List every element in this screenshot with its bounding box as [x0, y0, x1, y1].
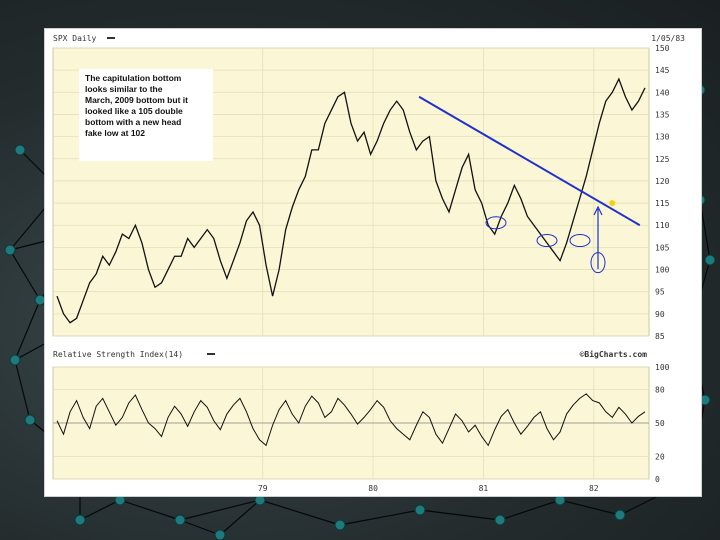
- network-node: [74, 514, 86, 526]
- network-link: [499, 499, 561, 521]
- network-node: [4, 244, 16, 256]
- network-link: [119, 499, 181, 521]
- network-link: [14, 299, 41, 361]
- price-y-tick: 130: [655, 133, 670, 142]
- network-link: [14, 359, 31, 421]
- price-y-tick: 90: [655, 310, 665, 319]
- x-tick: 82: [589, 484, 599, 493]
- breakout-arrow: [593, 205, 603, 269]
- price-date-label: 1/05/83: [651, 34, 685, 43]
- network-node: [214, 529, 226, 540]
- downtrend-line: [418, 95, 641, 227]
- network-link: [259, 499, 341, 526]
- price-y-tick: 115: [655, 199, 670, 208]
- x-tick: 81: [479, 484, 489, 493]
- price-y-tick: 85: [655, 332, 665, 341]
- circled-low: [485, 216, 507, 230]
- network-node: [14, 144, 26, 156]
- price-y-tick: 95: [655, 288, 665, 297]
- x-tick: 80: [368, 484, 378, 493]
- price-header-bar: [45, 29, 701, 46]
- price-y-tick: 125: [655, 155, 670, 164]
- rsi-watermark: ©BigCharts.com: [580, 349, 648, 359]
- rsi-y-tick: 80: [655, 385, 665, 394]
- price-y-axis: 85 90 95 100 105 110 115 120 125 130 135 140 145 150: [655, 44, 670, 341]
- network-link: [179, 499, 261, 521]
- breakout-point: [609, 200, 616, 207]
- network-node: [614, 509, 626, 521]
- annotation-text: The capitulation bottom looks similar to …: [85, 73, 188, 138]
- price-y-tick: 135: [655, 110, 670, 119]
- price-y-tick: 100: [655, 266, 670, 275]
- rsi-y-tick: 20: [655, 453, 665, 462]
- annotation-box: [79, 69, 213, 161]
- network-node: [24, 414, 36, 426]
- rsi-title-dash: [207, 353, 215, 355]
- rsi-title: Relative Strength Index(14): [53, 350, 183, 359]
- price-y-tick: 140: [655, 88, 670, 97]
- network-link: [419, 509, 501, 521]
- price-y-tick: 105: [655, 243, 670, 252]
- rsi-y-axis: 0 20 50 80 100: [655, 363, 670, 484]
- price-title-dash: [107, 37, 115, 39]
- network-node: [174, 514, 186, 526]
- price-y-tick: 150: [655, 44, 670, 53]
- x-axis: 79 80 81 82: [258, 484, 599, 493]
- network-node: [414, 504, 426, 516]
- circled-low: [536, 234, 558, 248]
- chart-frame: SPX Daily 1/05/83 85 90 95 100 105 110 115 120 1…: [44, 28, 702, 497]
- rsi-y-tick: 0: [655, 475, 660, 484]
- price-y-tick: 145: [655, 66, 670, 75]
- rsi-y-tick: 100: [655, 363, 670, 372]
- network-link: [9, 249, 41, 301]
- rsi-series-line: [56, 393, 646, 447]
- price-series-line: [56, 77, 646, 324]
- network-node: [494, 514, 506, 526]
- network-node: [334, 519, 346, 531]
- network-link: [219, 499, 261, 536]
- price-y-tick: 110: [655, 221, 670, 230]
- chart-svg: SPX Daily 1/05/83 85 90 95 100 105 110 115 120 1…: [45, 29, 701, 493]
- network-node: [9, 354, 21, 366]
- network-link: [559, 499, 621, 516]
- price-title: SPX Daily: [53, 34, 97, 43]
- rsi-y-tick: 50: [655, 419, 665, 428]
- network-link: [79, 499, 121, 521]
- circled-low: [569, 234, 591, 248]
- network-link: [339, 509, 421, 526]
- price-y-tick: 120: [655, 177, 670, 186]
- network-node: [704, 254, 716, 266]
- x-tick: 79: [258, 484, 268, 493]
- network-link: [179, 519, 221, 536]
- rsi-header-bar: [45, 347, 701, 361]
